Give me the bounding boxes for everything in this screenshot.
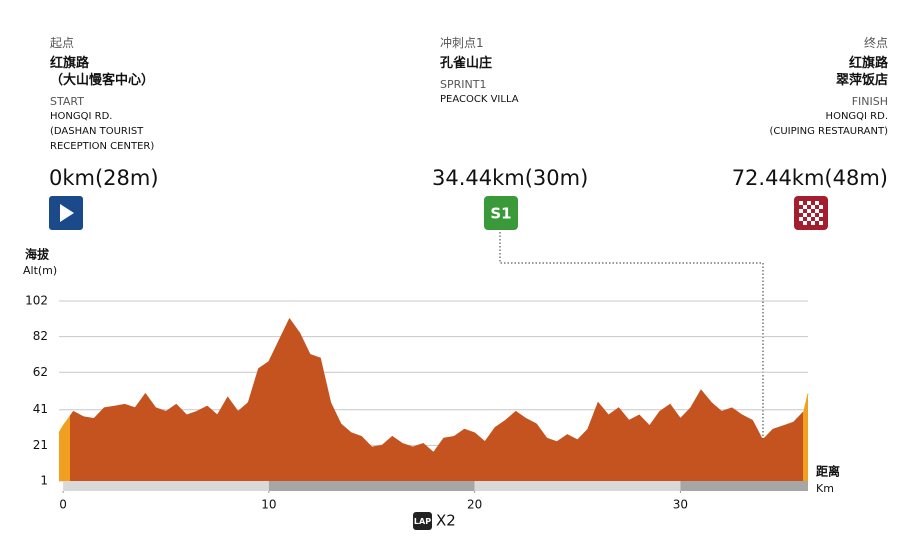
marker-label-cn: 红旗路 xyxy=(50,56,90,71)
x-axis-title: 距离 xyxy=(816,464,840,479)
y-axis-unit: Alt(m) xyxy=(23,264,57,277)
checker-cell xyxy=(815,217,819,221)
checker-cell xyxy=(807,209,811,213)
marker-label-en: (DASHAN TOURIST xyxy=(50,126,144,137)
checker-cell xyxy=(819,213,823,217)
x-tick-label: 10 xyxy=(261,498,276,512)
y-tick-label: 82 xyxy=(33,329,48,343)
checker-cell xyxy=(811,221,815,225)
marker-label-en: HONGQI RD. xyxy=(50,111,113,122)
finish-checker xyxy=(799,201,823,225)
y-tick-label: 62 xyxy=(33,365,48,379)
lap-icon xyxy=(413,512,432,530)
lap-icon-label: LAP xyxy=(414,517,431,526)
marker-label-cn: 终点 xyxy=(863,36,888,50)
distance-band xyxy=(268,481,475,491)
x-tick-label: 0 xyxy=(59,498,67,512)
checker-cell xyxy=(799,217,803,221)
elevation-area xyxy=(59,318,808,481)
x-tick-label: 20 xyxy=(467,498,482,512)
y-tick-label: 102 xyxy=(25,294,48,308)
marker-label-en: PEACOCK VILLA xyxy=(440,94,519,105)
marker-label-en: (CUIPING RESTAURANT) xyxy=(769,126,888,137)
marker-label-en: START xyxy=(50,95,84,108)
x-tick-label: 30 xyxy=(673,498,688,512)
marker-distance: 34.44km(30m) xyxy=(432,166,589,190)
checker-cell xyxy=(799,209,803,213)
checker-cell xyxy=(811,205,815,209)
marker-label-cn: 起点 xyxy=(50,36,75,50)
x-axis-unit: Km xyxy=(816,482,834,495)
marker-distance: 72.44km(48m) xyxy=(731,166,888,190)
marker-block: 起点红旗路 （大山慢客中心） START HONGQI RD. (DASHAN TOUR… xyxy=(50,34,154,156)
lap-count: X2 xyxy=(436,512,456,530)
marker-label-en: FINISH xyxy=(851,95,888,108)
checker-cell xyxy=(819,221,823,225)
checker-cell xyxy=(803,221,807,225)
marker-label-cn: （大山慢客中心） xyxy=(50,73,155,88)
marker-distance: 0km(28m) xyxy=(49,166,159,190)
marker-label-en: HONGQI RD. xyxy=(825,111,888,122)
checker-cell xyxy=(819,205,823,209)
checker-cell xyxy=(807,201,811,205)
distance-band xyxy=(474,481,681,491)
distance-band xyxy=(63,481,269,491)
y-tick-label: 41 xyxy=(33,402,48,416)
checker-cell xyxy=(803,213,807,217)
checker-cell xyxy=(803,205,807,209)
elevation-line xyxy=(58,317,809,454)
marker-label-en: RECEPTION CENTER) xyxy=(50,141,155,152)
marker-label-cn: 冲刺点1 xyxy=(440,36,484,50)
marker-block: 终点红旗路翠萍饭店 FINISH HONGQI RD. (CUIPING RESTAU… xyxy=(769,34,888,141)
y-axis-title: 海拔 xyxy=(25,247,50,262)
sprint-icon xyxy=(484,196,518,230)
marker-label-cn: 红旗路 xyxy=(848,56,888,71)
marker-label-cn: 翠萍饭店 xyxy=(835,73,888,88)
checker-cell xyxy=(807,217,811,221)
checker-cell xyxy=(799,201,803,205)
marker-label-cn: 孔雀山庄 xyxy=(440,56,493,71)
y-tick-label: 21 xyxy=(33,438,48,452)
checker-cell xyxy=(815,209,819,213)
y-tick-label: 1 xyxy=(40,474,48,488)
marker-block: 冲刺点1 孔雀山庄 SPRINT1 PEACOCK VILLA xyxy=(440,34,519,109)
sprint-icon-label: S1 xyxy=(490,205,511,223)
marker-label-en: SPRINT1 xyxy=(440,78,487,91)
checker-cell xyxy=(815,201,819,205)
start-arrow xyxy=(60,204,74,222)
distance-band xyxy=(680,481,808,491)
checker-cell xyxy=(811,213,815,217)
